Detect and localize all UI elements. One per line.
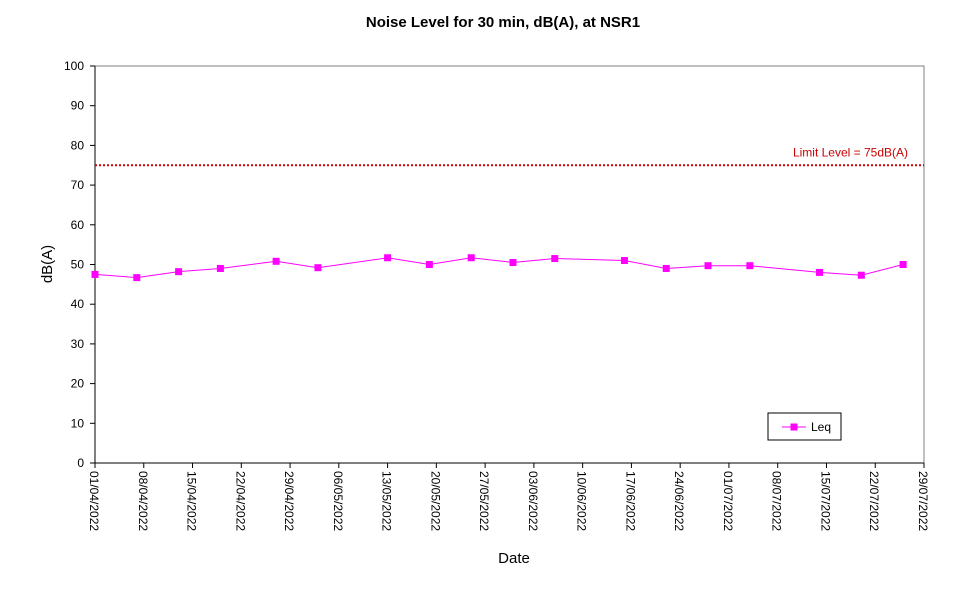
limit-level-group: Limit Level = 75dB(A) bbox=[95, 145, 924, 167]
y-tick-label: 30 bbox=[71, 337, 85, 351]
x-tick-label: 08/07/2022 bbox=[770, 471, 784, 531]
data-point bbox=[467, 254, 475, 262]
x-tick-label: 08/04/2022 bbox=[136, 471, 150, 531]
data-point bbox=[857, 271, 865, 279]
x-tick-label: 27/05/2022 bbox=[477, 471, 491, 531]
x-tick-label: 20/05/2022 bbox=[428, 471, 442, 531]
y-tick-label: 0 bbox=[77, 456, 84, 470]
x-tick-label: 06/05/2022 bbox=[331, 471, 345, 531]
x-tick-label: 24/06/2022 bbox=[672, 471, 686, 531]
legend: Leq bbox=[767, 412, 842, 441]
series-line-leq bbox=[94, 257, 904, 279]
data-point bbox=[816, 268, 824, 276]
x-axis-title: Date bbox=[498, 550, 530, 567]
x-tick-label: 01/04/2022 bbox=[87, 471, 101, 531]
y-tick-label: 100 bbox=[64, 59, 84, 73]
data-point bbox=[620, 257, 628, 265]
y-tick-label: 20 bbox=[71, 377, 85, 391]
x-tick-label: 03/06/2022 bbox=[526, 471, 540, 531]
y-tick-label: 40 bbox=[71, 297, 85, 311]
x-tick-label: 22/04/2022 bbox=[233, 471, 247, 531]
data-point bbox=[662, 264, 670, 272]
y-tick-label: 80 bbox=[71, 138, 85, 152]
y-tick-label: 60 bbox=[71, 218, 85, 232]
x-tick-label: 29/07/2022 bbox=[916, 471, 930, 531]
data-point bbox=[216, 264, 224, 272]
limit-level-label: Limit Level = 75dB(A) bbox=[793, 145, 908, 159]
x-tick-label: 13/05/2022 bbox=[380, 471, 394, 531]
x-tick-label: 15/04/2022 bbox=[185, 471, 199, 531]
legend-marker bbox=[790, 423, 798, 431]
data-point bbox=[425, 261, 433, 268]
data-point bbox=[272, 257, 280, 265]
y-tick-label: 70 bbox=[71, 178, 85, 192]
y-axis: 0 10 20 30 40 50 60 70 80 90 100 bbox=[64, 59, 96, 470]
y-tick-label: 90 bbox=[71, 99, 85, 113]
x-axis: 01/04/2022 08/04/2022 15/04/2022 22/04/2022… bbox=[87, 462, 930, 531]
data-point bbox=[746, 262, 754, 270]
data-point bbox=[133, 274, 141, 282]
legend-label-leq: Leq bbox=[811, 420, 831, 434]
series-group bbox=[91, 254, 907, 282]
chart-title: Noise Level for 30 min, dB(A), at NSR1 bbox=[366, 14, 640, 31]
y-axis-title: dB(A) bbox=[39, 245, 56, 283]
x-tick-label: 01/07/2022 bbox=[721, 471, 735, 531]
data-point bbox=[704, 262, 712, 270]
data-point bbox=[175, 268, 183, 276]
x-tick-label: 17/06/2022 bbox=[623, 471, 637, 531]
data-point bbox=[551, 255, 559, 263]
y-tick-label: 50 bbox=[71, 258, 85, 272]
x-tick-label: 15/07/2022 bbox=[818, 471, 832, 531]
data-point bbox=[384, 254, 392, 262]
data-point bbox=[314, 264, 322, 272]
x-tick-label: 29/04/2022 bbox=[282, 471, 296, 531]
y-tick-label: 10 bbox=[71, 416, 85, 430]
x-tick-label: 22/07/2022 bbox=[867, 471, 881, 531]
data-point bbox=[509, 259, 517, 267]
data-point bbox=[899, 261, 907, 268]
x-tick-label: 10/06/2022 bbox=[575, 471, 589, 531]
data-point bbox=[91, 270, 99, 278]
